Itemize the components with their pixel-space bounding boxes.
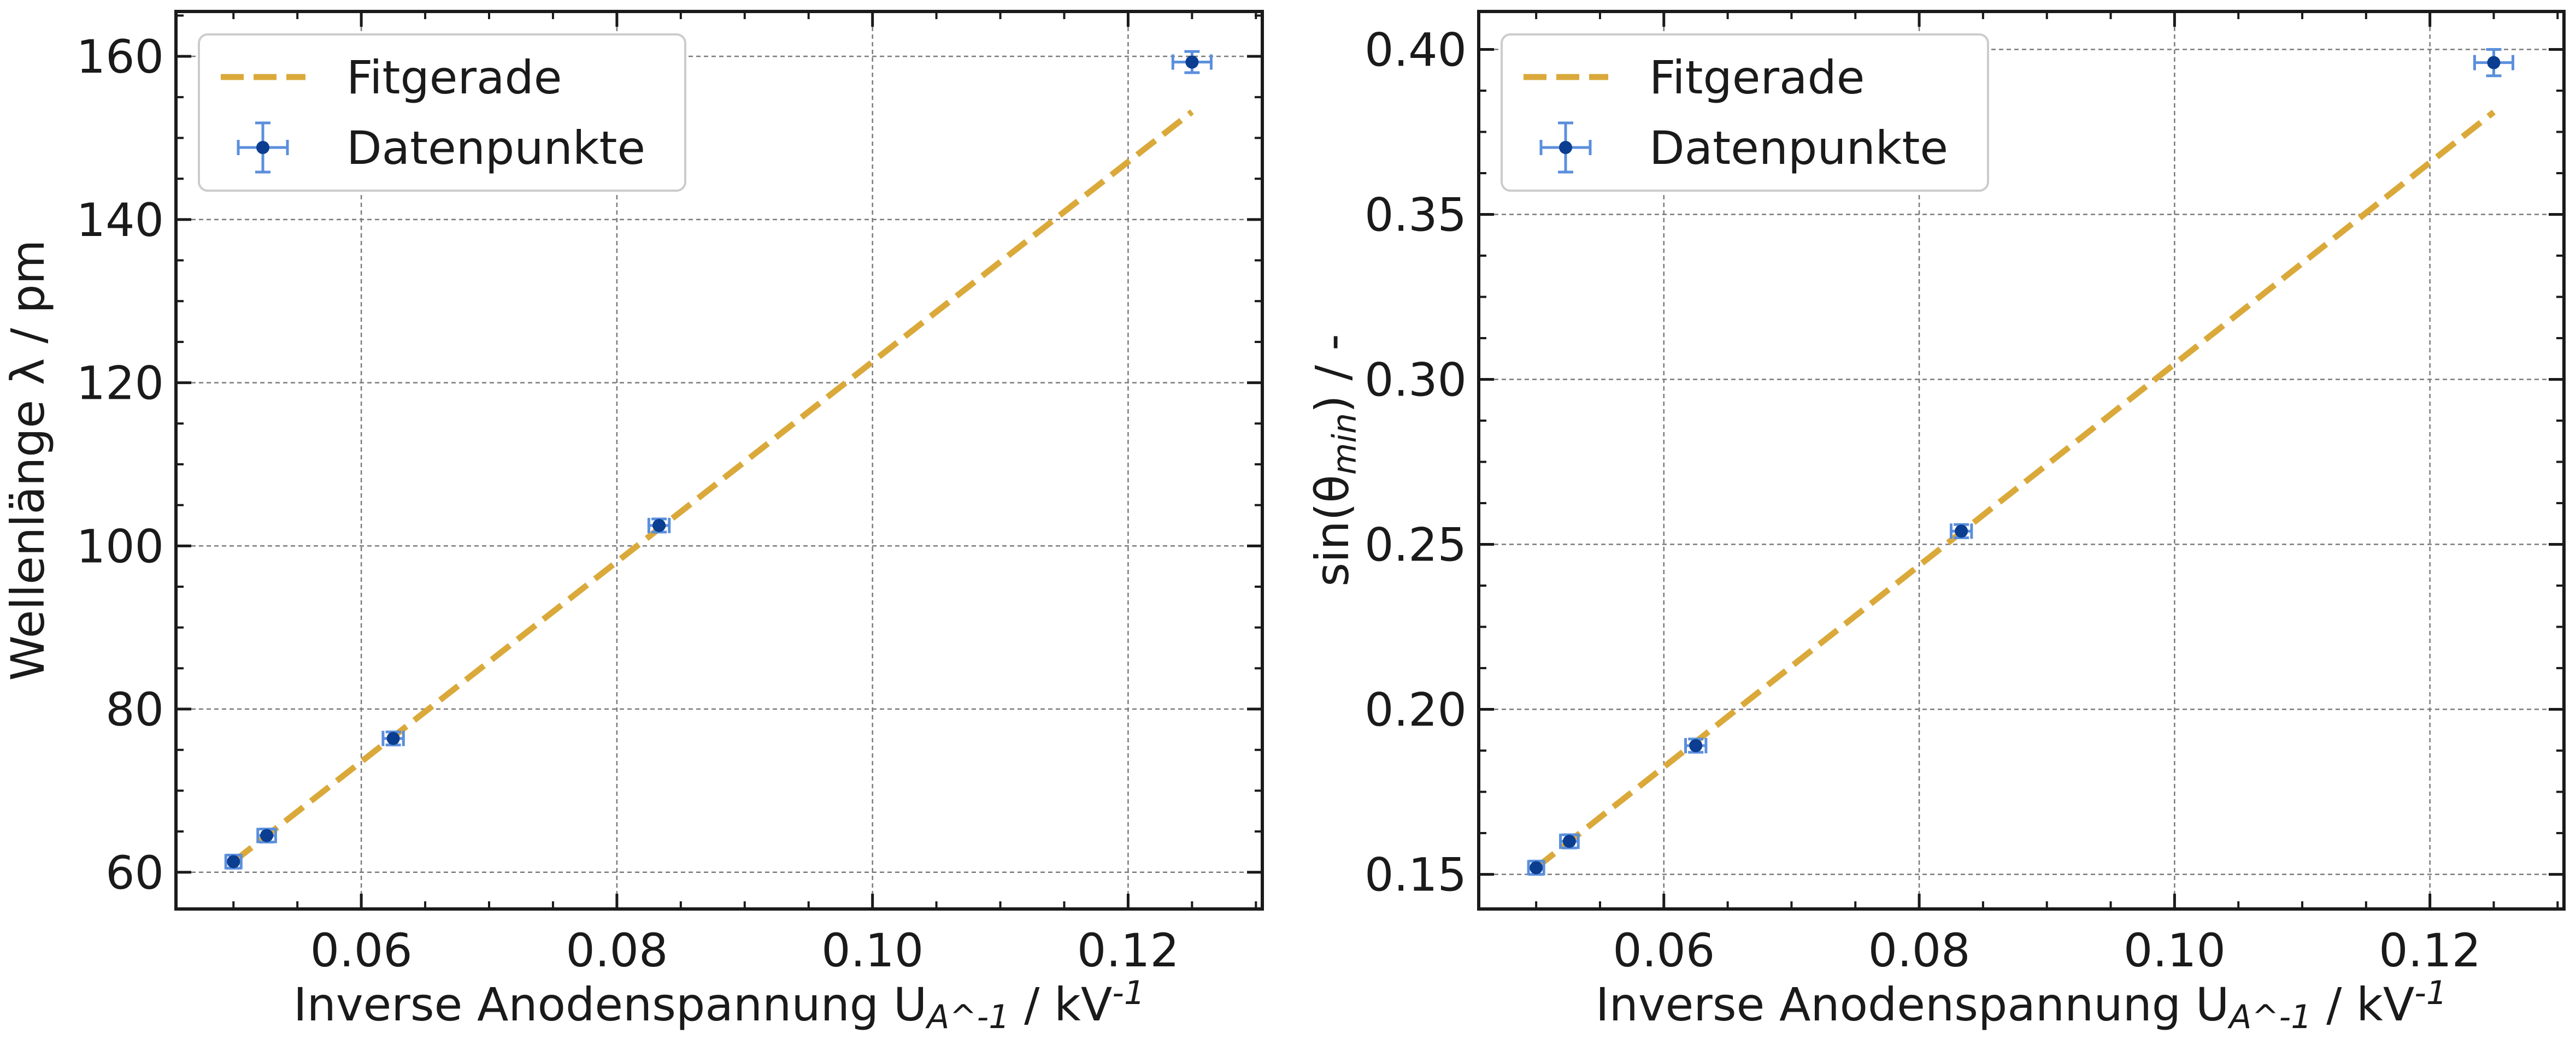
x-tick-label: 0.06	[310, 924, 413, 977]
data-marker	[1185, 55, 1199, 69]
x-tick-label: 0.06	[1613, 924, 1715, 977]
y-tick-label: 0.40	[1365, 23, 1467, 76]
data-marker	[652, 518, 666, 532]
y-tick-label: 160	[77, 30, 164, 84]
fit-line	[231, 109, 1194, 864]
data-marker	[386, 731, 400, 745]
legend: Fitgerade Datenpunkte	[198, 33, 686, 192]
y-axis-label: sin(θmin) / -	[1305, 334, 1364, 586]
data-point	[1527, 859, 1545, 876]
legend-label-fit: Fitgerade	[346, 51, 562, 104]
chart-panel-2: 0.06 0.08 0.10 0.12 0.15 0.20 0.25 0.30 0.35 0.40…	[1305, 10, 2566, 1036]
data-marker	[1562, 835, 1576, 848]
data-marker	[260, 829, 274, 842]
x-axis-label: Inverse Anodenspannung UA^-1 / kV-1	[293, 974, 1145, 1036]
y-tick-label: 0.35	[1365, 188, 1467, 241]
y-tick-label: 0.25	[1365, 518, 1467, 572]
data-point	[1949, 523, 1973, 539]
y-tick-label: 0.20	[1365, 683, 1467, 737]
y-axis-label: Wellenlänge λ / pm	[1, 240, 55, 681]
data-point	[1684, 737, 1708, 754]
chart-panel-1: 0.06 0.08 0.10 0.12 60 80 100 120 140 160 Fitgerad…	[1, 10, 1264, 1036]
x-axis-label: Inverse Anodenspannung UA^-1 / kV-1	[1596, 974, 2447, 1036]
legend-box	[1501, 33, 1989, 192]
data-point	[381, 730, 405, 747]
data-point	[1559, 833, 1580, 849]
y-tick-label: 140	[77, 193, 164, 247]
legend-marker	[256, 141, 269, 154]
x-tick-label: 0.08	[566, 924, 668, 977]
fit-line	[1534, 109, 2496, 870]
x-tick-label: 0.12	[2379, 924, 2481, 977]
legend-label-data: Datenpunkte	[346, 121, 645, 175]
legend: Fitgerade Datenpunkte	[1501, 33, 1989, 192]
data-marker	[1955, 524, 1968, 538]
legend-marker	[1559, 141, 1572, 154]
legend-box	[198, 33, 686, 192]
data-marker	[1689, 739, 1703, 752]
data-point	[2473, 48, 2515, 78]
axes-frame	[174, 10, 1264, 911]
data-marker	[2487, 56, 2501, 69]
data-point	[1171, 50, 1213, 74]
y-tick-label: 0.15	[1365, 848, 1467, 902]
axes-frame	[1477, 10, 2566, 911]
y-tick-label: 60	[105, 846, 164, 900]
y-tick-label: 0.30	[1365, 353, 1467, 407]
legend-label-fit: Fitgerade	[1649, 51, 1865, 104]
y-tick-label: 100	[77, 519, 164, 573]
data-point	[647, 517, 671, 534]
y-tick-label: 80	[105, 683, 164, 736]
x-tick-label: 0.12	[1077, 924, 1179, 977]
x-tick-label: 0.10	[821, 924, 924, 977]
legend-label-data: Datenpunkte	[1649, 121, 1948, 175]
data-marker	[1530, 861, 1543, 875]
x-tick-label: 0.08	[1868, 924, 1971, 977]
x-tick-label: 0.10	[2124, 924, 2226, 977]
data-marker	[227, 855, 240, 869]
data-point	[256, 828, 277, 844]
y-tick-label: 120	[77, 357, 164, 410]
data-point	[224, 853, 243, 870]
